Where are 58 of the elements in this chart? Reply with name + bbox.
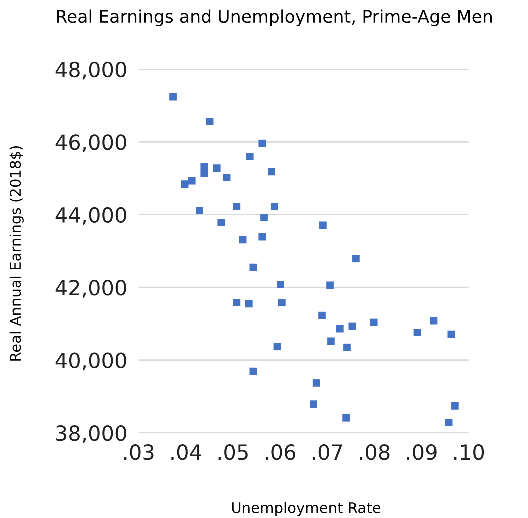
point <box>258 140 266 148</box>
point <box>206 118 214 126</box>
point <box>233 203 241 211</box>
point <box>258 233 266 241</box>
y-tick-label: 48,000 <box>56 62 126 80</box>
point <box>448 330 456 338</box>
point <box>181 180 189 188</box>
x-tick-label: .05 <box>218 444 248 460</box>
point <box>250 368 258 376</box>
y-tick-label: 40,000 <box>56 352 126 371</box>
point <box>414 329 422 336</box>
point <box>277 281 284 288</box>
point <box>218 219 226 227</box>
x-tick-label: .10 <box>454 444 484 460</box>
point <box>348 322 356 330</box>
point <box>344 344 351 352</box>
x-tick-label: .08 <box>360 444 390 460</box>
point <box>352 255 360 263</box>
point <box>342 414 350 422</box>
x-tick-label: .07 <box>313 444 342 460</box>
y-tick-label: 44,000 <box>56 207 126 226</box>
point <box>196 207 204 215</box>
point <box>270 203 278 211</box>
point <box>328 338 335 346</box>
point <box>452 402 459 410</box>
y-axis-title: Real Annual Earnings (2018$) <box>10 146 24 361</box>
y-tick-label: 38,000 <box>56 426 126 444</box>
point <box>430 317 438 325</box>
point <box>200 170 208 178</box>
x-tick-label: .04 <box>172 444 202 460</box>
point <box>246 300 253 308</box>
point <box>326 282 334 290</box>
chart-title: Real Earnings and Unemployment, Prime-Age Men <box>57 10 492 27</box>
point <box>223 174 231 182</box>
point <box>268 168 276 176</box>
point <box>445 419 453 427</box>
point <box>318 312 326 320</box>
x-tick-label: .06 <box>266 444 296 460</box>
point <box>246 153 254 160</box>
point <box>310 400 318 408</box>
y-tick-label: 42,000 <box>56 280 126 298</box>
x-tick-label: .09 <box>407 444 437 460</box>
point <box>260 214 268 222</box>
point <box>170 93 177 101</box>
point <box>250 264 258 272</box>
point <box>336 325 344 333</box>
x-axis-title: Unemployment Rate <box>232 502 381 516</box>
point <box>233 299 241 307</box>
point <box>370 318 378 326</box>
point <box>320 222 327 230</box>
point <box>312 380 320 387</box>
y-tick-label: 46,000 <box>56 134 126 152</box>
x-tick-label: .03 <box>124 444 154 460</box>
point <box>239 236 247 244</box>
point <box>213 164 221 172</box>
point <box>188 177 196 185</box>
point <box>274 343 282 351</box>
point <box>278 299 286 307</box>
